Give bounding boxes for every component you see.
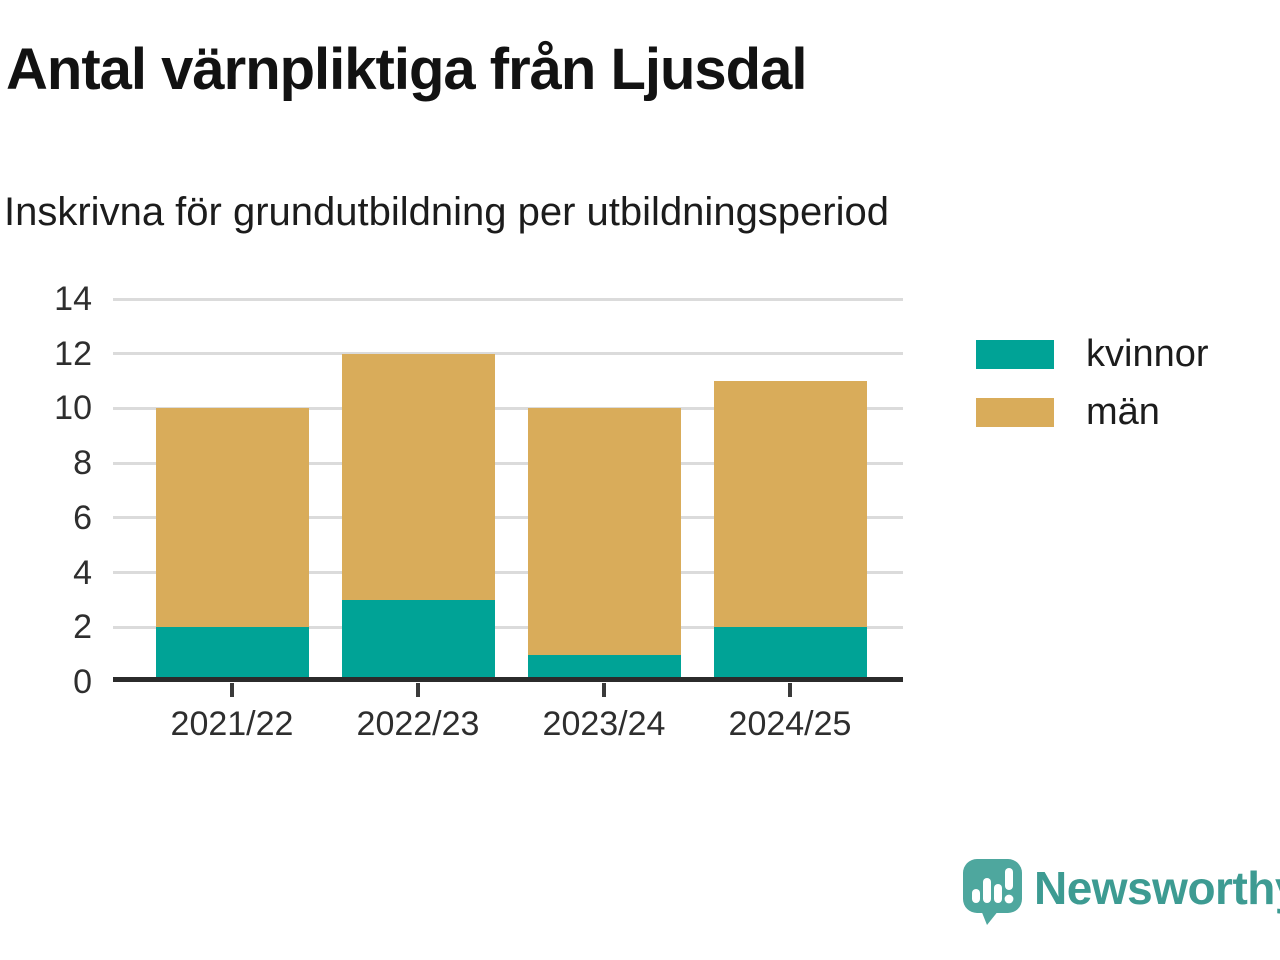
bar-2022/23-män <box>341 353 495 600</box>
x-axis-label-2023/24: 2023/24 <box>542 705 666 743</box>
bar-2021/22-kvinnor <box>155 627 309 682</box>
gridline-y-6 <box>113 516 903 520</box>
plot-area <box>113 297 903 682</box>
y-axis-label-4: 4 <box>73 553 92 592</box>
x-axis-label-2022/23: 2022/23 <box>356 705 480 743</box>
newsworthy-branding: Newsworthy <box>962 858 1280 926</box>
bar-2022/23-kvinnor <box>341 599 495 682</box>
legend-label-man: män <box>1086 391 1160 433</box>
legend-label-kvinnor: kvinnor <box>1086 333 1209 375</box>
legend-item-kvinnor: kvinnor <box>976 333 1209 375</box>
legend-swatch-man <box>976 397 1054 427</box>
bar-2024/25-män <box>713 381 867 628</box>
x-axis-label-2024/25: 2024/25 <box>728 705 852 743</box>
y-axis-label-12: 12 <box>54 334 92 373</box>
gridline-y-14 <box>113 297 903 301</box>
gridline-y-12 <box>113 352 903 356</box>
x-axis-line <box>113 677 903 682</box>
x-tick-2024/25 <box>788 683 792 697</box>
y-axis-label-14: 14 <box>54 280 92 318</box>
x-tick-2023/24 <box>602 683 606 697</box>
y-axis-label-2: 2 <box>73 608 92 647</box>
gridline-y-4 <box>113 571 903 575</box>
chart-subtitle: Inskrivna för grundutbildning per utbild… <box>4 190 889 234</box>
x-tick-2022/23 <box>416 683 420 697</box>
bar-2024/25-kvinnor <box>713 627 867 682</box>
legend-swatch-kvinnor <box>976 339 1054 369</box>
y-axis-label-8: 8 <box>73 444 92 483</box>
legend: kvinnor män <box>976 333 1209 454</box>
gridline-y-8 <box>113 461 903 465</box>
bar-2021/22-män <box>155 408 309 628</box>
y-axis-label-10: 10 <box>54 389 92 428</box>
newsworthy-logo-icon <box>963 859 1022 925</box>
newsworthy-wordmark: Newsworthy <box>1034 862 1280 914</box>
bar-2023/24-män <box>527 408 681 655</box>
gridline-y-2 <box>113 625 903 629</box>
legend-item-man: män <box>976 391 1209 433</box>
x-tick-2021/22 <box>230 683 234 697</box>
y-axis-label-0: 0 <box>73 663 92 701</box>
gridline-y-10 <box>113 406 903 410</box>
y-axis-label-6: 6 <box>73 498 92 537</box>
x-axis-label-2021/22: 2021/22 <box>170 705 294 743</box>
chart-title: Antal värnpliktiga från Ljusdal <box>6 37 807 102</box>
